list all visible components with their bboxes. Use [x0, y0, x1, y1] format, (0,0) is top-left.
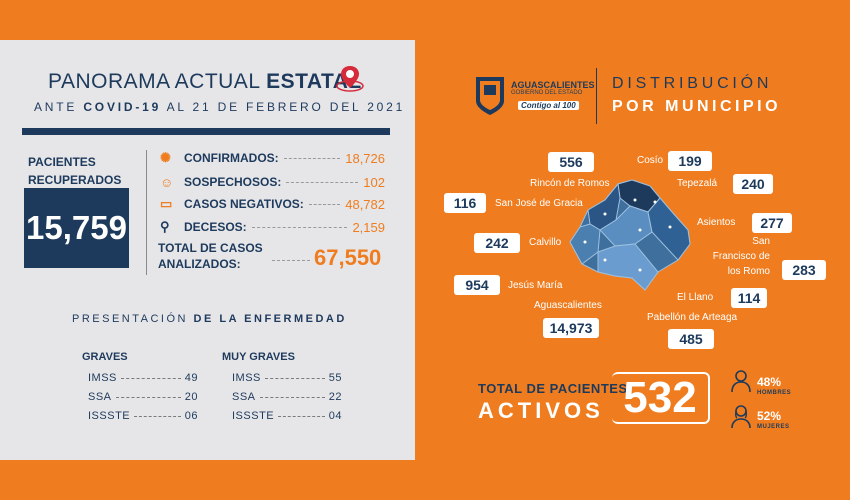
municipio-label: Jesús María	[508, 280, 563, 291]
stat-label: CONFIRMADOS:	[184, 151, 279, 165]
recovered-value: 15,759	[24, 188, 129, 268]
divider	[596, 68, 597, 124]
active-patients-label: TOTAL DE PACIENTES	[478, 381, 628, 396]
municipio-value: 240	[733, 174, 773, 194]
municipio-label: San José de Gracia	[495, 198, 583, 209]
municipio-label: San Francisco de los Romo	[712, 236, 770, 277]
graves-heading: GRAVES	[82, 351, 128, 363]
active-patients-sublabel: ACTIVOS	[478, 398, 604, 423]
org-name: AGUASCALIENTES	[511, 80, 595, 90]
municipio-value: 485	[668, 329, 714, 349]
graves-row: SSA 20	[88, 391, 198, 403]
municipio-label: Aguascalientes	[534, 300, 602, 311]
female-icon	[731, 405, 751, 429]
municipio-value: 14,973	[543, 318, 599, 338]
stat-value: 18,726	[345, 150, 385, 166]
state-coat-of-arms-logo	[476, 77, 504, 115]
stat-deaths: ⚲ DECESOS: 2,159	[160, 218, 385, 236]
distribution-heading: DISTRIBUCIÓN	[612, 75, 773, 92]
muy-graves-row: SSA 22	[232, 391, 342, 403]
stat-value: 48,782	[345, 196, 385, 212]
muy-graves-row: ISSSTE 04	[232, 410, 342, 422]
person-question-icon: ☺	[160, 174, 174, 190]
folder-icon: ▭	[160, 196, 173, 211]
municipio-value: 954	[454, 275, 500, 295]
female-label: MUJERES	[757, 424, 790, 430]
panel-title: PANORAMA ACTUAL ESTATAL	[48, 70, 362, 93]
virus-icon: ✺	[160, 150, 171, 165]
municipality-map	[569, 179, 691, 291]
stat-label: DECESOS:	[184, 220, 247, 234]
total-analyzed-value: 67,550	[314, 245, 382, 270]
panel-subtitle: ANTE COVID-19 AL 21 DE FEBRERO DEL 2021	[34, 100, 406, 114]
municipio-value: 242	[474, 233, 520, 253]
stat-negative: ▭ CASOS NEGATIVOS: 48,782	[160, 195, 385, 213]
municipio-value: 556	[548, 152, 594, 172]
graves-row: IMSS 49	[88, 372, 198, 384]
muy-graves-heading: MUY GRAVES	[222, 351, 295, 363]
female-percent: 52%	[757, 409, 782, 423]
muy-graves-row: IMSS 55	[232, 372, 342, 384]
stat-value: 2,159	[352, 219, 385, 235]
graves-row: ISSSTE 06	[88, 410, 198, 422]
municipio-value: 116	[444, 193, 486, 213]
recovered-label: PACIENTES RECUPERADOS	[28, 155, 122, 187]
municipio-label: Cosío	[637, 155, 664, 166]
municipio-label: Calvillo	[529, 237, 562, 248]
divider	[146, 150, 147, 275]
divider	[22, 128, 390, 135]
municipio-label: Asientos	[697, 217, 736, 228]
municipio-value: 277	[752, 213, 792, 233]
male-icon	[731, 370, 751, 393]
active-patients-value: 532	[612, 372, 710, 424]
male-label: HOMBRES	[757, 390, 792, 396]
municipio-value: 199	[668, 151, 712, 171]
stat-confirmed: ✺ CONFIRMADOS: 18,726	[160, 149, 385, 167]
ribbon-icon: ⚲	[160, 219, 170, 234]
municipio-value: 283	[782, 260, 826, 280]
state-panorama-panel: PANORAMA ACTUAL ESTATAL ANTE COVID-19 AL…	[0, 40, 415, 460]
org-slogan: Contigo al 100	[518, 101, 579, 110]
municipio-label: Rincón de Romos	[530, 178, 610, 189]
distribution-subheading: POR MUNICIPIO	[612, 98, 782, 115]
municipio-value: 114	[731, 288, 767, 308]
municipio-label: Pabellón de Arteaga	[647, 312, 738, 323]
municipio-label: Tepezalá	[677, 178, 718, 189]
presentation-heading: PRESENTACIÓN DE LA ENFERMEDAD	[72, 313, 347, 325]
org-subtitle: GOBIERNO DEL ESTADO	[511, 90, 583, 96]
stat-label: CASOS NEGATIVOS:	[184, 197, 304, 211]
stat-suspected: ☺ SOSPECHOSOS: 102	[160, 173, 385, 191]
male-percent: 48%	[757, 375, 782, 389]
total-analyzed-label: TOTAL DE CASOS ANALIZADOS:	[158, 241, 263, 271]
stat-label: SOSPECHOSOS:	[184, 175, 282, 189]
municipio-label: El Llano	[677, 292, 714, 303]
map-pin-icon	[336, 66, 364, 92]
divider	[272, 260, 310, 261]
stat-value: 102	[363, 174, 385, 190]
